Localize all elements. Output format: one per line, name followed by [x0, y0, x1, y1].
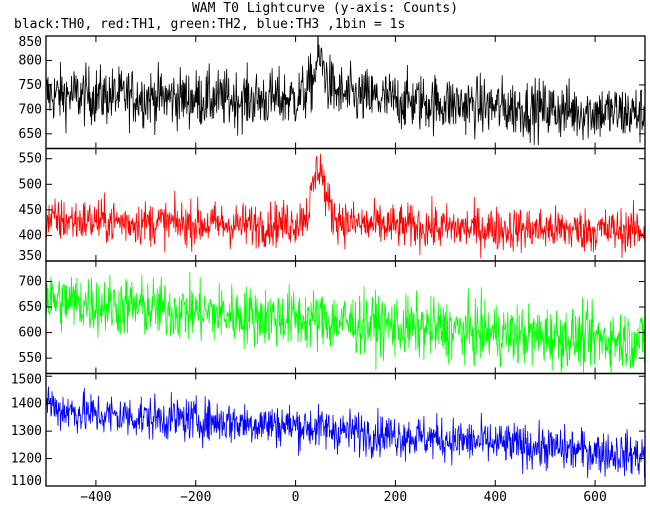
series-TH1	[46, 153, 645, 259]
y-tick-label: 600	[19, 326, 42, 341]
y-tick-label: 500	[19, 177, 42, 192]
y-tick-label: 700	[19, 274, 42, 289]
series-TH2	[46, 271, 645, 374]
series-TH0	[46, 36, 645, 146]
x-tick-label: −400	[80, 490, 111, 505]
y-tick-label: 700	[19, 102, 42, 117]
y-tick-label: 1400	[11, 397, 42, 412]
chart-title: WAM T0 Lightcurve (y-axis: Counts)	[191, 1, 459, 16]
series-TH3	[46, 386, 645, 478]
y-tick-label: 650	[19, 127, 42, 142]
y-tick-label: 550	[19, 351, 42, 366]
panel-frame-TH3	[45, 372, 646, 487]
y-tick-label: 650	[19, 300, 42, 315]
y-tick-label: 1300	[11, 424, 42, 439]
y-tick-label: 1100	[11, 474, 42, 489]
y-tick-label: 550	[19, 152, 42, 167]
x-tick-label: 200	[384, 490, 407, 505]
y-tick-label: 1500	[11, 373, 42, 388]
x-tick-label: −200	[180, 490, 211, 505]
y-tick-label: 450	[19, 203, 42, 218]
y-tick-label: 1200	[11, 452, 42, 467]
y-tick-label: 350	[19, 249, 42, 264]
chart-subtitle: black:TH0, red:TH1, green:TH2, blue:TH3 …	[14, 17, 406, 32]
x-tick-label: 400	[484, 490, 507, 505]
x-tick-label: 600	[583, 490, 606, 505]
y-tick-label: 850	[19, 35, 42, 50]
y-tick-label: 750	[19, 78, 42, 93]
y-tick-label: 800	[19, 53, 42, 68]
x-tick-label: 0	[292, 490, 300, 505]
y-tick-label: 400	[19, 228, 42, 243]
